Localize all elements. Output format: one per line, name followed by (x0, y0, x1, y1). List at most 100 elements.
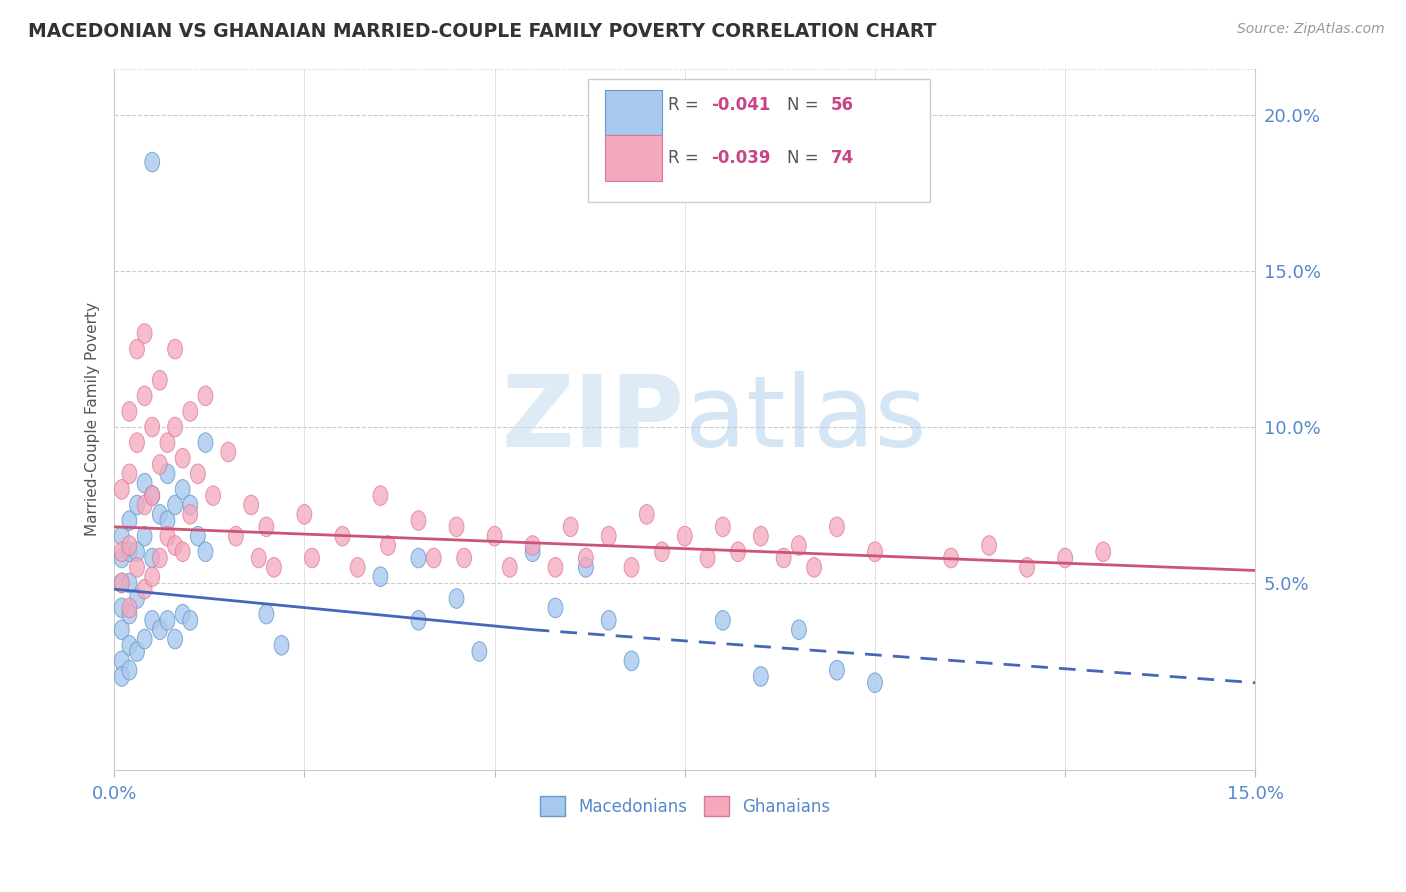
Ellipse shape (145, 417, 160, 437)
Ellipse shape (868, 542, 883, 562)
Ellipse shape (868, 673, 883, 692)
Ellipse shape (411, 610, 426, 630)
Ellipse shape (129, 589, 145, 608)
Ellipse shape (624, 651, 638, 671)
Ellipse shape (502, 558, 517, 577)
Ellipse shape (411, 511, 426, 531)
Ellipse shape (267, 558, 281, 577)
Ellipse shape (122, 511, 136, 531)
Ellipse shape (716, 517, 730, 537)
Ellipse shape (167, 629, 183, 648)
Ellipse shape (138, 324, 152, 343)
Ellipse shape (190, 464, 205, 483)
Ellipse shape (138, 526, 152, 546)
Ellipse shape (350, 558, 366, 577)
Ellipse shape (160, 526, 174, 546)
Ellipse shape (145, 549, 160, 568)
Ellipse shape (145, 610, 160, 630)
Ellipse shape (152, 549, 167, 568)
FancyBboxPatch shape (605, 136, 662, 181)
Text: N =: N = (787, 149, 824, 167)
Ellipse shape (122, 598, 136, 617)
Ellipse shape (138, 474, 152, 493)
Ellipse shape (176, 542, 190, 562)
Ellipse shape (122, 401, 136, 421)
Ellipse shape (1057, 549, 1073, 568)
Ellipse shape (122, 464, 136, 483)
Ellipse shape (472, 641, 486, 661)
Ellipse shape (138, 495, 152, 515)
Ellipse shape (205, 486, 221, 506)
Ellipse shape (114, 542, 129, 562)
Ellipse shape (274, 635, 290, 655)
Ellipse shape (114, 620, 129, 640)
Ellipse shape (138, 386, 152, 406)
Ellipse shape (122, 574, 136, 593)
Ellipse shape (335, 526, 350, 546)
Ellipse shape (152, 455, 167, 475)
Ellipse shape (526, 542, 540, 562)
Ellipse shape (152, 620, 167, 640)
Ellipse shape (229, 526, 243, 546)
Ellipse shape (114, 574, 129, 593)
Ellipse shape (167, 536, 183, 556)
Ellipse shape (129, 495, 145, 515)
Ellipse shape (252, 549, 266, 568)
Ellipse shape (138, 579, 152, 599)
Ellipse shape (1095, 542, 1111, 562)
Ellipse shape (640, 505, 654, 524)
Ellipse shape (624, 558, 638, 577)
Ellipse shape (297, 505, 312, 524)
Ellipse shape (198, 386, 212, 406)
Ellipse shape (167, 417, 183, 437)
Ellipse shape (449, 589, 464, 608)
Ellipse shape (731, 542, 745, 562)
Ellipse shape (564, 517, 578, 537)
Ellipse shape (449, 517, 464, 537)
Ellipse shape (122, 604, 136, 624)
Ellipse shape (145, 486, 160, 506)
Ellipse shape (381, 536, 395, 556)
Ellipse shape (160, 433, 174, 452)
Ellipse shape (198, 433, 212, 452)
Ellipse shape (943, 549, 959, 568)
Ellipse shape (602, 526, 616, 546)
Y-axis label: Married-Couple Family Poverty: Married-Couple Family Poverty (86, 302, 100, 536)
Ellipse shape (305, 549, 319, 568)
Ellipse shape (176, 480, 190, 500)
Ellipse shape (167, 495, 183, 515)
Ellipse shape (830, 517, 845, 537)
Ellipse shape (122, 542, 136, 562)
Text: 74: 74 (831, 149, 853, 167)
Ellipse shape (183, 505, 198, 524)
Ellipse shape (122, 635, 136, 655)
Ellipse shape (807, 558, 821, 577)
Text: R =: R = (668, 149, 703, 167)
Ellipse shape (792, 620, 806, 640)
Ellipse shape (129, 339, 145, 359)
Ellipse shape (981, 536, 997, 556)
Ellipse shape (486, 526, 502, 546)
Ellipse shape (160, 610, 174, 630)
Ellipse shape (1019, 558, 1035, 577)
Ellipse shape (190, 526, 205, 546)
Ellipse shape (183, 495, 198, 515)
Ellipse shape (259, 604, 274, 624)
Ellipse shape (145, 153, 160, 172)
Ellipse shape (114, 651, 129, 671)
Ellipse shape (678, 526, 692, 546)
FancyBboxPatch shape (605, 89, 662, 136)
Ellipse shape (129, 558, 145, 577)
Ellipse shape (792, 536, 806, 556)
Ellipse shape (578, 549, 593, 568)
Ellipse shape (114, 549, 129, 568)
Ellipse shape (578, 558, 593, 577)
Text: N =: N = (787, 96, 824, 114)
Ellipse shape (114, 666, 129, 686)
Ellipse shape (548, 558, 562, 577)
Ellipse shape (152, 505, 167, 524)
Ellipse shape (411, 549, 426, 568)
Ellipse shape (122, 660, 136, 680)
Ellipse shape (183, 610, 198, 630)
Ellipse shape (152, 370, 167, 390)
